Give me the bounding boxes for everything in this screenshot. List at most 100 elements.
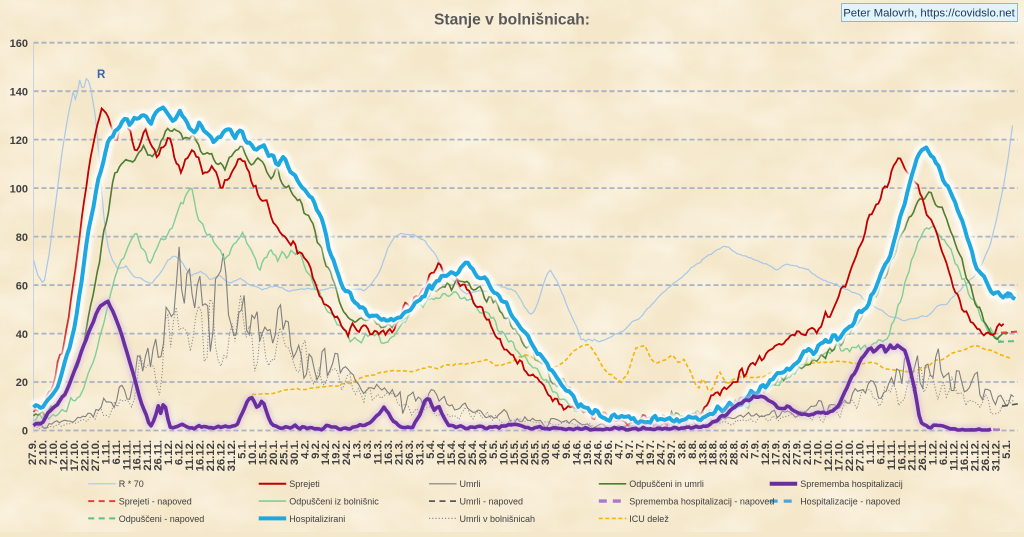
svg-text:31.12.: 31.12. (226, 440, 238, 471)
svg-text:80: 80 (16, 232, 28, 244)
svg-text:6.12.: 6.12. (938, 440, 950, 465)
svg-text:19.2.: 19.2. (331, 440, 343, 465)
svg-text:R * 70: R * 70 (119, 479, 144, 489)
svg-text:20: 20 (16, 377, 28, 389)
svg-text:Hospitalizacije - napoved: Hospitalizacije - napoved (800, 497, 900, 507)
svg-text:20.1.: 20.1. (268, 440, 280, 465)
svg-text:20.5.: 20.5. (519, 440, 531, 465)
svg-text:14.6.: 14.6. (572, 440, 584, 465)
svg-text:7.10.: 7.10. (813, 440, 825, 465)
svg-text:Sprememba hospitalizacij: Sprememba hospitalizacij (800, 479, 903, 489)
svg-text:25.5.: 25.5. (530, 440, 542, 465)
svg-text:9.7.: 9.7. (624, 440, 636, 459)
svg-text:15.4.: 15.4. (446, 440, 458, 465)
svg-text:12.10.: 12.10. (58, 440, 70, 471)
svg-text:1.12.: 1.12. (163, 440, 175, 465)
svg-text:Odpuščeni iz bolnišnic: Odpuščeni iz bolnišnic (289, 497, 379, 507)
svg-text:30.4.: 30.4. (477, 440, 489, 465)
svg-text:23.8.: 23.8. (718, 440, 730, 465)
svg-text:11.12.: 11.12. (949, 440, 961, 471)
svg-text:Stanje v bolnišnicah:: Stanje v bolnišnicah: (434, 12, 590, 29)
svg-text:10.1.: 10.1. (247, 440, 259, 465)
svg-text:30.5.: 30.5. (540, 440, 552, 465)
svg-text:16.11.: 16.11. (132, 440, 144, 471)
svg-text:26.11.: 26.11. (153, 440, 165, 471)
svg-text:11.11.: 11.11. (886, 440, 898, 470)
svg-text:16.12.: 16.12. (959, 440, 971, 471)
svg-text:2.10.: 2.10. (802, 440, 814, 465)
svg-text:2.9.: 2.9. (739, 440, 751, 459)
svg-text:30.1.: 30.1. (289, 440, 301, 465)
svg-text:18.8.: 18.8. (708, 440, 720, 465)
svg-text:14.2.: 14.2. (320, 440, 332, 465)
svg-text:1.11.: 1.11. (100, 440, 112, 465)
svg-text:Odpuščeni - napoved: Odpuščeni - napoved (119, 514, 205, 524)
svg-text:60: 60 (16, 280, 28, 292)
svg-text:11.3.: 11.3. (373, 440, 385, 465)
svg-text:2.10.: 2.10. (38, 440, 50, 465)
svg-text:Umrli v bolnišnicah: Umrli v bolnišnicah (460, 514, 536, 524)
svg-text:40: 40 (16, 329, 28, 341)
svg-text:5.5.: 5.5. (488, 440, 500, 459)
svg-text:Umrli - napoved: Umrli - napoved (460, 497, 524, 507)
svg-text:27.10.: 27.10. (90, 440, 102, 471)
svg-text:9.6.: 9.6. (561, 440, 573, 459)
svg-text:21.11.: 21.11. (907, 440, 919, 471)
svg-text:6.3.: 6.3. (362, 440, 374, 459)
svg-text:11.12.: 11.12. (184, 440, 196, 471)
svg-text:5.1.: 5.1. (237, 440, 249, 459)
svg-text:5.4.: 5.4. (425, 440, 437, 459)
svg-text:6.11.: 6.11. (111, 440, 123, 465)
svg-text:21.3.: 21.3. (394, 440, 406, 465)
svg-text:6.12.: 6.12. (174, 440, 186, 465)
svg-text:6.11.: 6.11. (875, 440, 887, 465)
svg-text:19.7.: 19.7. (645, 440, 657, 465)
svg-text:17.10.: 17.10. (833, 440, 845, 471)
svg-text:29.7.: 29.7. (666, 440, 678, 465)
svg-text:12.10.: 12.10. (823, 440, 835, 471)
svg-text:100: 100 (10, 183, 28, 195)
svg-text:14.7.: 14.7. (634, 440, 646, 465)
svg-text:25.4.: 25.4. (467, 440, 479, 465)
svg-text:7.9.: 7.9. (750, 440, 762, 459)
svg-text:4.6.: 4.6. (551, 440, 563, 459)
svg-text:120: 120 (10, 135, 28, 147)
svg-text:24.6.: 24.6. (593, 440, 605, 465)
svg-text:17.10.: 17.10. (69, 440, 81, 471)
svg-text:29.6.: 29.6. (603, 440, 615, 465)
svg-text:Odpuščeni in umrli: Odpuščeni in umrli (629, 479, 704, 489)
svg-text:26.3.: 26.3. (404, 440, 416, 465)
svg-text:21.12.: 21.12. (205, 440, 217, 471)
svg-text:26.12.: 26.12. (980, 440, 992, 471)
svg-text:4.7.: 4.7. (614, 440, 626, 459)
svg-text:ICU delež: ICU delež (629, 514, 669, 524)
svg-text:9.2.: 9.2. (310, 440, 322, 459)
svg-text:26.12.: 26.12. (216, 440, 228, 471)
svg-text:7.10.: 7.10. (48, 440, 60, 465)
svg-text:22.10.: 22.10. (79, 440, 91, 471)
svg-text:1.11.: 1.11. (865, 440, 877, 465)
svg-text:27.9.: 27.9. (792, 440, 804, 465)
svg-text:Umrli: Umrli (460, 479, 481, 489)
svg-text:15.1.: 15.1. (257, 440, 269, 465)
svg-text:8.8.: 8.8. (687, 440, 699, 459)
svg-text:24.2.: 24.2. (341, 440, 353, 465)
svg-text:21.12.: 21.12. (970, 440, 982, 471)
svg-text:16.3.: 16.3. (383, 440, 395, 465)
svg-text:1.12.: 1.12. (928, 440, 940, 465)
svg-text:10.4.: 10.4. (435, 440, 447, 465)
svg-text:11.11.: 11.11. (121, 440, 133, 470)
svg-text:17.9.: 17.9. (771, 440, 783, 465)
svg-text:0: 0 (22, 426, 28, 438)
svg-text:16.12.: 16.12. (195, 440, 207, 471)
svg-text:3.8.: 3.8. (676, 440, 688, 459)
svg-text:13.8.: 13.8. (697, 440, 709, 465)
svg-text:10.5.: 10.5. (498, 440, 510, 465)
svg-text:22.9.: 22.9. (781, 440, 793, 465)
svg-text:5.1.: 5.1. (1001, 440, 1013, 459)
svg-text:Sprememba hospitalizacij - nap: Sprememba hospitalizacij - napoved (629, 497, 774, 507)
svg-text:Sprejeti - napoved: Sprejeti - napoved (119, 497, 192, 507)
svg-text:19.6.: 19.6. (582, 440, 594, 465)
svg-text:22.10.: 22.10. (844, 440, 856, 471)
svg-text:140: 140 (10, 86, 28, 98)
